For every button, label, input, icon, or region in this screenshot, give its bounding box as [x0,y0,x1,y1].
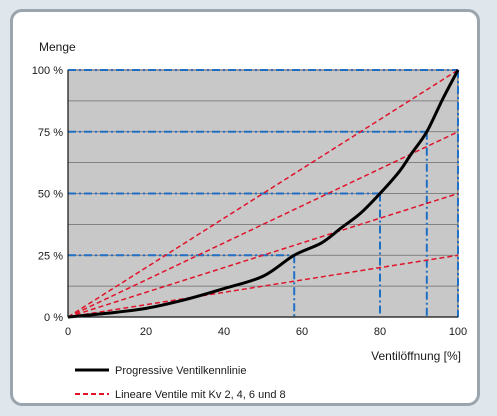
y-tick-label-3: 75 % [38,127,63,139]
linear-valve-line-3 [67,69,459,318]
x-tick-label-0: 0 [65,326,71,338]
y-tick-label-2: 50 % [38,189,63,201]
legend: Progressive Ventilkennlinie Lineare Venti… [75,365,286,401]
progressive-curve [67,69,460,319]
x-tick-label-2: 40 [218,326,230,338]
x-tick-label-4: 80 [374,326,386,338]
x-tick-label-1: 20 [140,326,152,338]
legend-label-progressive: Progressive Ventilkennlinie [115,365,246,377]
y-tick-label-4: 100 % [32,65,63,77]
y-tick-label-0: 0 % [44,312,63,324]
y-tick-label-1: 25 % [38,250,63,262]
linear-valve-line-1 [67,192,459,318]
legend-label-linear: Lineare Ventile mit Kv 2, 4, 6 und 8 [115,389,286,401]
linear-valve-line-0 [67,254,459,318]
x-axis-title: Ventilöffnung [%] [371,349,461,363]
x-tick-label-3: 60 [296,326,308,338]
y-axis-title: Menge [39,40,76,54]
x-tick-label-5: 100 [449,326,467,338]
valve-characteristic-chart: Menge Ventilöffnung [%] 0 % 25 % 50 % 75 % 1… [32,40,467,401]
chart-card: Menge Ventilöffnung [%] 0 % 25 % 50 % 75 % 1… [10,9,480,406]
